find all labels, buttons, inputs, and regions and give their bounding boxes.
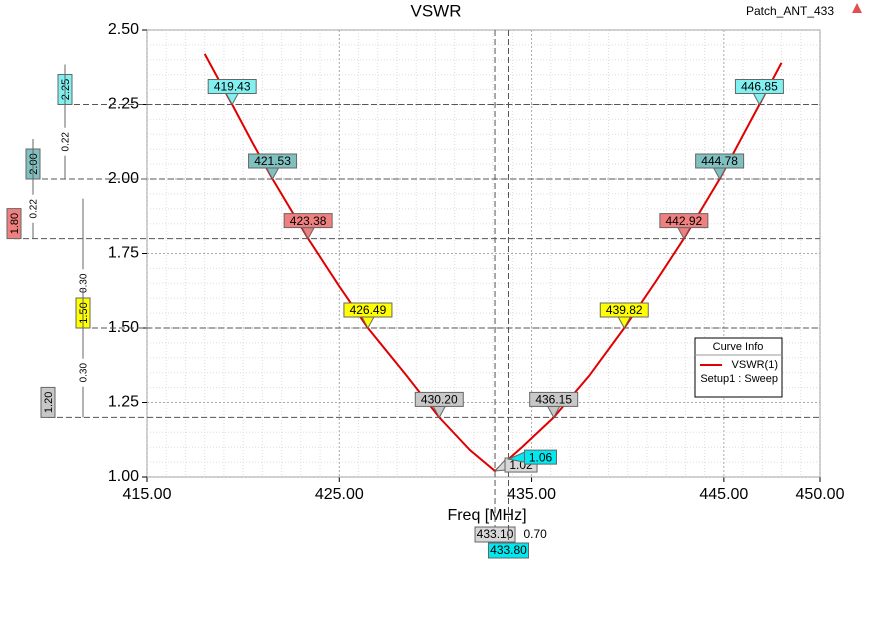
delta-bg [77,358,89,387]
x-tick-label: 445.00 [699,486,748,503]
marker-label: 1.06 [529,450,553,464]
delta-bg [59,127,71,156]
marker-label-bg [414,391,464,407]
legend-box [694,337,783,398]
delta-bg [27,194,39,223]
delta-label: 0.30 [79,273,90,293]
x-marker-bg [487,542,529,559]
marker-label-bg [343,302,393,318]
x-marker-bg [474,526,516,543]
marker-label-bg [283,213,333,229]
x-tick-label: 425.00 [315,486,364,503]
delta-label: 0.22 [29,199,40,219]
y-tick-label: 2.50 [108,21,139,38]
y-marker-bg [40,386,56,418]
y-tick-label: 1.25 [108,394,139,411]
marker-label-bg [599,302,649,318]
marker-label: 444.78 [701,154,738,168]
project-name: Patch_ANT_433 [746,4,834,18]
x-tick-label: 415.00 [123,486,172,503]
marker-label-bg [529,391,579,407]
chart-title: VSWR [411,1,462,20]
y-marker-label: 2.25 [60,79,72,100]
y-marker-label: 1.50 [78,302,90,323]
x-tick-label: 435.00 [507,486,556,503]
marker-label-bg [734,79,784,94]
delta-label-group: 0.30 [77,358,90,387]
marker-label: 439.82 [606,303,643,317]
delta-label-group: 0.22 [27,194,40,223]
legend-subtitle: Setup1 : Sweep [700,373,778,385]
marker-label: 423.38 [290,214,327,228]
marker-label: 436.15 [535,393,572,407]
delta-label: 0.22 [61,132,72,152]
x-axis-label: Freq [MHz] [447,507,526,524]
marker-label: 421.53 [254,154,291,168]
y-marker-label: 1.80 [9,213,21,234]
marker-label-bg [695,153,745,169]
marker-label: 442.92 [666,214,703,228]
x-marker-label: 433.80 [490,543,527,557]
delta-label-group: 0.22 [59,127,72,156]
marker-label-bg [659,213,709,229]
delta-bg [77,269,89,298]
y-tick-label: 1.75 [108,245,139,262]
y-marker-bg [6,208,22,240]
marker-label: 426.49 [350,303,387,317]
y-marker-label: 2.00 [28,153,40,174]
marker-label-bg [207,79,257,94]
marker-label: 430.20 [421,393,458,407]
marker-label: 419.43 [214,80,251,94]
delta-label-group: 0.30 [77,269,90,298]
y-marker-label: 1.20 [43,392,55,413]
x-delta-label: 0.70 [523,527,547,541]
x-marker-label: 433.10 [477,527,514,541]
legend-title: Curve Info [713,341,764,353]
logo-icon [852,3,862,13]
legend-label: VSWR(1) [732,359,778,371]
x-tick-label: 450.00 [796,486,845,503]
y-marker-box: 1.80 [6,208,22,240]
marker-label-bg [248,153,298,169]
marker-label-bg [523,449,557,465]
y-marker-box: 1.20 [40,386,56,418]
marker-label: 446.85 [741,80,778,94]
delta-label: 0.30 [79,363,90,383]
y-tick-label: 1.00 [108,468,139,485]
